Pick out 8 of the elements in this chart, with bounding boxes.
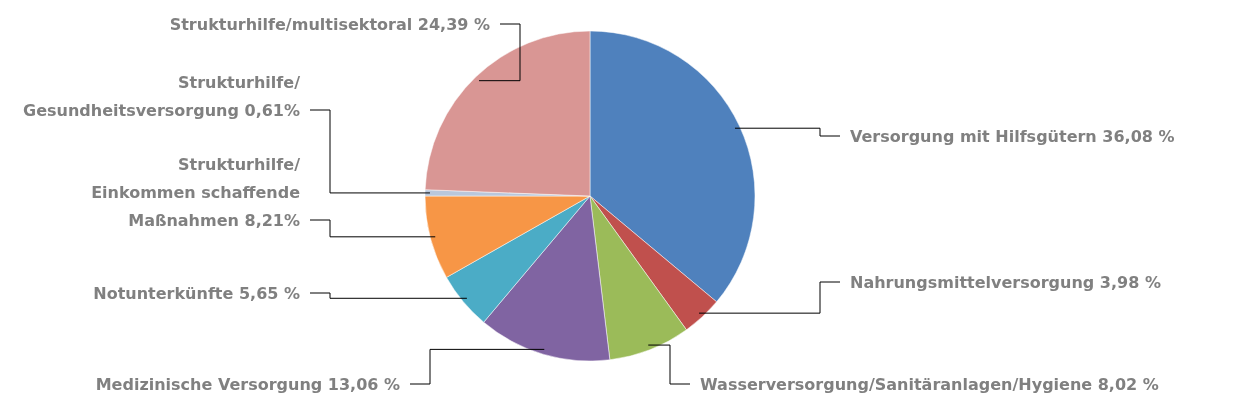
slice-label: Wasserversorgung/Sanitäranlagen/Hygiene 8,02 % bbox=[700, 375, 1159, 394]
slice-label: Strukturhilfe/multisektoral 24,39 % bbox=[169, 15, 490, 34]
slice-label: Medizinische Versorgung 13,06 % bbox=[95, 375, 400, 394]
slice-label: Strukturhilfe/Einkommen schaffende Maßnahmen 8,21% bbox=[91, 155, 301, 230]
slice-label: Nahrungsmittelversorgung 3,98 % bbox=[850, 273, 1161, 292]
slice-label: Strukturhilfe/Gesundheitsversorgung 0,61% bbox=[23, 73, 301, 120]
slice-label: Notunterkünfte 5,65 % bbox=[93, 284, 300, 303]
slice-label: Versorgung mit Hilfsgütern 36,08 % bbox=[850, 127, 1175, 146]
